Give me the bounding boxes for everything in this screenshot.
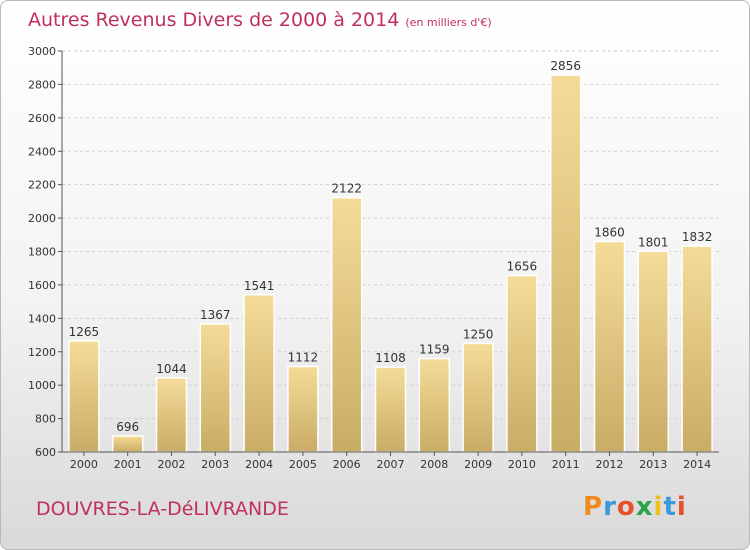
y-tick-label: 1400 [28,312,56,325]
brand-letter: t [663,492,677,522]
x-tick-label: 2001 [114,458,142,471]
x-tick-label: 2002 [158,458,186,471]
bar [330,196,363,453]
bar [506,274,538,453]
bar [593,240,626,453]
x-tick-label: 2012 [596,458,624,471]
bar [287,365,319,453]
y-tick-label: 3000 [28,45,56,58]
y-tick-label: 2200 [28,179,56,192]
bar [549,74,582,453]
bar [155,377,188,453]
data-label: 1265 [69,325,100,339]
brand-letter: x [635,492,654,522]
chart-unit: (en milliers d'€) [405,16,492,29]
bar [418,357,451,453]
y-tick-label: 800 [35,413,56,426]
bar [374,366,407,453]
data-label: 1367 [200,308,231,322]
brand-logo: Proxiti [583,492,687,522]
x-tick-label: 2003 [201,458,229,471]
y-tick-label: 2400 [28,145,56,158]
y-tick-label: 600 [35,446,56,459]
chart-title-text: Autres Revenus Divers de 2000 à 2014 [28,9,400,31]
y-tick-label: 2000 [28,212,56,225]
brand-letter: i [676,492,687,522]
x-tick-label: 2004 [245,458,273,471]
x-tick-label: 2000 [70,458,98,471]
bar [462,342,494,453]
y-tick-label: 1800 [28,246,56,259]
bars [68,74,713,453]
data-label: 1832 [682,230,713,244]
data-label: 1108 [375,351,406,365]
bar [681,245,713,453]
x-tick-label: 2010 [508,458,536,471]
brand-letter: o [616,492,636,522]
chart-title: Autres Revenus Divers de 2000 à 2014 (en … [28,9,492,31]
y-tick-label: 1000 [28,379,56,392]
commune-name: DOUVRES-LA-DéLIVRANDE [36,498,289,520]
y-tick-label: 1200 [28,346,56,359]
x-tick-label: 2009 [464,458,492,471]
data-label: 696 [116,420,139,434]
x-tick-label: 2005 [289,458,317,471]
labels: 600 800 1000 1200 1400 1600 1800 2000 2200 2400 26… [28,45,712,471]
brand-letter: i [653,492,664,522]
data-label: 1656 [507,260,538,274]
data-label: 1250 [463,327,494,341]
axes [58,50,719,456]
x-tick-label: 2006 [333,458,361,471]
data-label: 2856 [550,59,581,73]
x-tick-label: 2014 [683,458,711,471]
bar [243,294,275,453]
x-tick-label: 2008 [420,458,448,471]
brand-letter: r [603,492,617,522]
data-label: 1112 [288,350,319,364]
bar [68,340,100,453]
x-tick-label: 2007 [377,458,405,471]
y-tick-label: 2800 [28,78,56,91]
x-tick-label: 2013 [639,458,667,471]
bar [637,250,670,453]
y-tick-label: 1600 [28,279,56,292]
data-label: 1801 [638,235,669,249]
y-tick-label: 2600 [28,112,56,125]
data-label: 1541 [244,279,275,293]
data-label: 1860 [594,225,625,239]
bar [199,323,232,453]
data-label: 1044 [156,362,187,376]
data-label: 1159 [419,343,450,357]
brand-letter: P [583,492,604,522]
x-tick-label: 2011 [552,458,580,471]
bar [111,435,144,453]
data-label: 2122 [331,182,362,196]
